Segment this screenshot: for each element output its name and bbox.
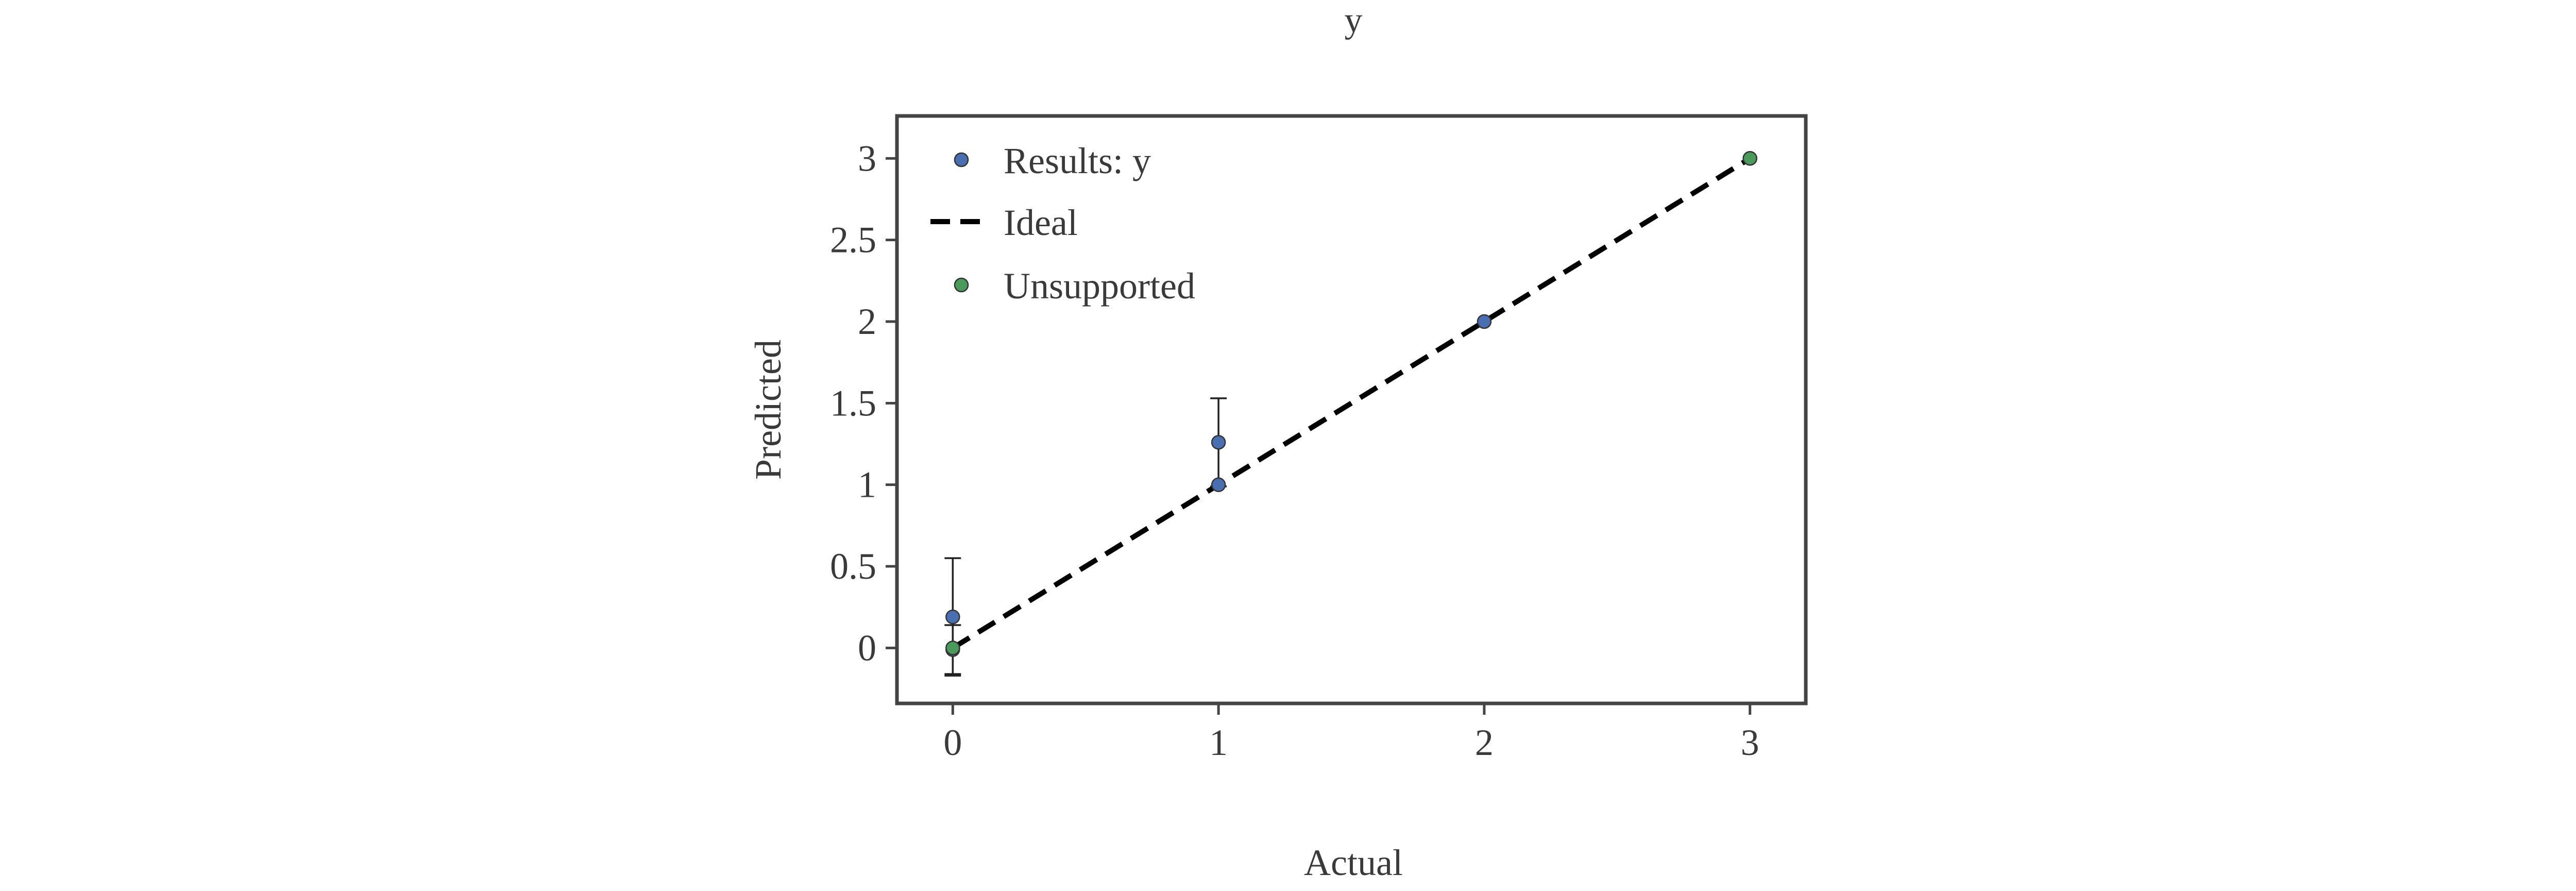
x-tick-label: 1 xyxy=(1209,722,1228,763)
ideal-line-layer xyxy=(951,156,1752,650)
y-tick-label: 1 xyxy=(858,464,876,506)
legend-label-ideal: Ideal xyxy=(1004,202,1078,243)
y-axis-label: Predicted xyxy=(748,340,789,480)
axis-ticks: 0 1 2 3 0 0.5 1 1.5 2 2.5 3 xyxy=(830,138,1759,763)
unsupported-point xyxy=(1742,151,1757,166)
y-tick-label: 0 xyxy=(858,627,876,668)
legend-marker-unsupported xyxy=(954,277,969,293)
y-tick-label: 0.5 xyxy=(830,546,876,587)
y-tick-label: 1.5 xyxy=(830,382,876,424)
x-tick-label: 3 xyxy=(1741,722,1759,763)
result-point xyxy=(1477,314,1492,329)
chart-title: y xyxy=(1345,1,1363,40)
legend-label-results: Results: y xyxy=(1004,140,1151,181)
x-tick-label: 0 xyxy=(943,722,962,763)
plot-frame xyxy=(895,114,1808,705)
legend-marker-results xyxy=(954,152,969,167)
y-tick-label: 2 xyxy=(858,301,876,342)
y-tick-label: 3 xyxy=(858,138,876,179)
result-point xyxy=(1211,477,1226,492)
result-point xyxy=(945,609,960,625)
data-points xyxy=(945,151,1757,657)
error-bars xyxy=(944,397,1227,677)
unsupported-point xyxy=(945,641,960,655)
ideal-line xyxy=(951,156,1752,650)
result-point xyxy=(1211,435,1226,450)
y-tick-label: 2.5 xyxy=(830,220,876,261)
x-tick-label: 2 xyxy=(1475,722,1494,763)
legend: Results: y Ideal Unsupported xyxy=(930,140,1195,307)
legend-label-unsupported: Unsupported xyxy=(1004,265,1195,307)
x-axis-label: Actual xyxy=(1304,842,1403,883)
